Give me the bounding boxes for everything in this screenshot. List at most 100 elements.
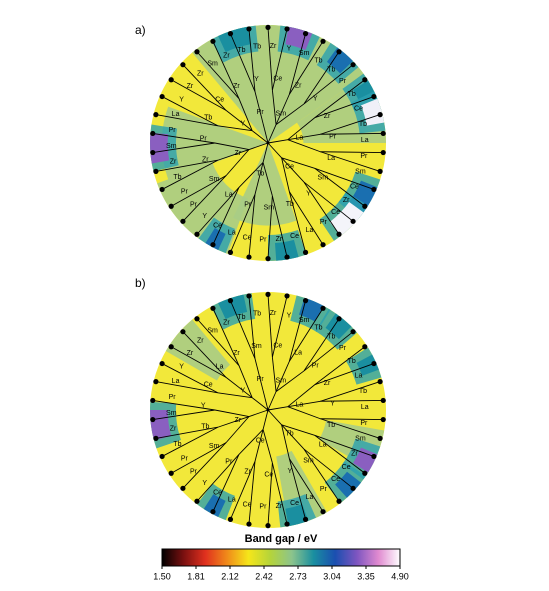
mid-label: Sm	[209, 443, 220, 450]
branch	[214, 142, 250, 150]
branch	[262, 162, 273, 197]
ring-label: Y	[202, 213, 207, 220]
leaf-branch	[248, 461, 256, 525]
leaf-node	[371, 93, 377, 100]
leaf-node	[246, 254, 252, 260]
leaf-node	[159, 360, 165, 367]
ring-label: Pr	[360, 420, 368, 427]
mid-label: Tb	[204, 115, 212, 122]
leaf-branch	[288, 191, 324, 245]
branch	[254, 358, 264, 391]
mid-label: Zr	[233, 350, 240, 357]
leaf-node	[302, 298, 309, 304]
ring-label: Y	[287, 312, 292, 319]
branch	[262, 142, 269, 163]
ring-label: La	[172, 378, 180, 385]
ring-label: Pr	[181, 455, 189, 462]
leaf-node	[168, 203, 174, 209]
ring-label: Tb	[253, 311, 261, 318]
leaf-node	[284, 26, 290, 32]
leaf-branch	[288, 308, 324, 362]
ring-label: Tb	[253, 44, 261, 51]
leaf-branch	[320, 400, 384, 402]
mid-label: La	[225, 192, 233, 199]
leaf-node	[284, 521, 290, 527]
branch	[225, 149, 250, 176]
branch	[287, 117, 315, 141]
leaf-branch	[271, 195, 288, 258]
leaf-node	[377, 435, 383, 441]
leaf-branch	[320, 418, 381, 439]
leaf-node	[265, 523, 271, 529]
ring-label: Tb	[237, 47, 245, 54]
leaf-branch	[152, 133, 215, 144]
ring-label: Pr	[339, 78, 347, 85]
leaf-node	[350, 218, 356, 224]
branch	[217, 149, 250, 161]
branch	[267, 391, 277, 411]
leaf-branch	[182, 64, 227, 111]
leaf-node	[180, 485, 186, 491]
leaf-node	[246, 521, 252, 527]
leaf-branch	[182, 442, 227, 489]
leaf-node	[168, 470, 174, 476]
leaf-node	[320, 509, 326, 515]
ring-label: Pr	[190, 202, 198, 209]
ring-label: Sm	[299, 317, 310, 324]
ring-label: Sm	[299, 50, 310, 57]
leaf-branch	[230, 33, 256, 92]
branch	[262, 390, 269, 411]
leaf-node	[150, 149, 156, 156]
ring-label: Zr	[276, 503, 283, 510]
branch	[238, 98, 253, 131]
leaf-branch	[155, 159, 218, 172]
leaf-node	[153, 379, 159, 385]
ring-label: Pr	[190, 469, 198, 476]
leaf-branch	[271, 28, 288, 91]
ring-label: Zr	[170, 159, 177, 166]
leaf-branch	[161, 426, 218, 457]
ring-label: Sm	[207, 327, 218, 334]
ring-label: Tb	[173, 174, 181, 181]
branch	[248, 409, 269, 417]
leaf-branch	[248, 28, 256, 92]
mid-label: Zr	[324, 113, 331, 120]
mid-label: Sm	[209, 176, 220, 183]
mid-label: Tb	[286, 201, 294, 208]
rim-region	[353, 447, 378, 473]
center-node	[266, 141, 270, 145]
colorbar-tick-label: 2.73	[289, 571, 307, 581]
leaf-node	[210, 509, 216, 515]
leaf-branch	[320, 418, 384, 420]
ring-label: Sm	[207, 60, 218, 67]
ring-label: Pr	[320, 219, 328, 226]
ring-label: Tb	[348, 91, 356, 98]
ring-label: La	[361, 404, 369, 411]
leaf-node	[350, 485, 356, 491]
leaf-node	[380, 416, 386, 423]
branch	[287, 406, 321, 420]
branch	[254, 429, 264, 462]
colorbar-tick-label: 2.12	[221, 571, 239, 581]
ring-label: Tb	[327, 67, 335, 74]
branch	[225, 416, 250, 443]
ring-label: Tb	[359, 121, 367, 128]
ring-label: Zr	[197, 338, 204, 345]
center-node	[266, 408, 270, 412]
mid-label: Sm	[318, 175, 329, 182]
leaf-branch	[314, 434, 366, 474]
leaf-branch	[155, 426, 218, 439]
leaf-branch	[152, 142, 215, 153]
panel-label: a)	[135, 23, 146, 37]
colorbar-tick-label: 4.90	[391, 571, 409, 581]
leaf-node	[284, 254, 290, 260]
leaf-node	[246, 293, 252, 299]
branch	[275, 94, 290, 125]
ring-label: Tb	[314, 324, 322, 331]
ring-label: Pr	[360, 153, 368, 160]
leaf-branch	[288, 458, 324, 512]
ring-label: Tb	[237, 314, 245, 321]
leaf-branch	[161, 363, 218, 394]
leaf-branch	[230, 194, 256, 253]
